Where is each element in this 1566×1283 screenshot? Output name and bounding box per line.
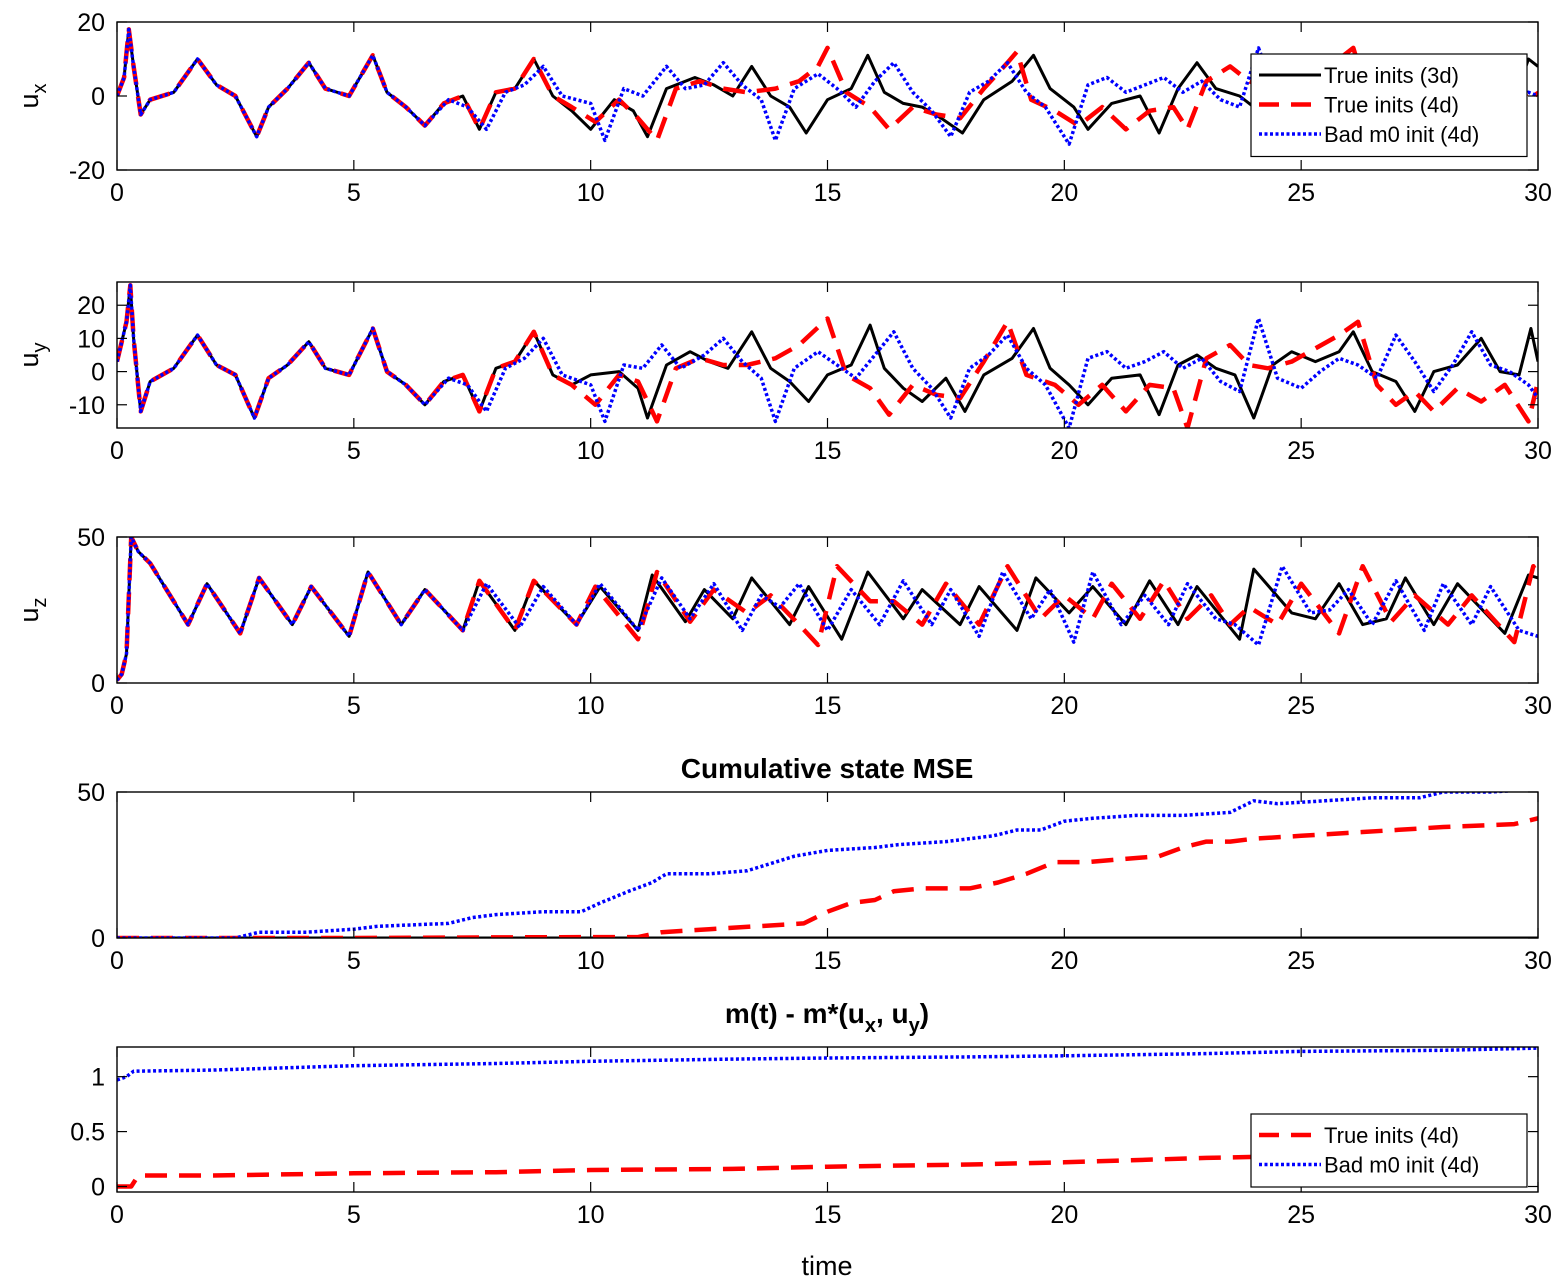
y-tick-label: -20: [69, 157, 105, 185]
x-tick-label: 5: [347, 947, 361, 975]
x-tick-label: 20: [1050, 947, 1078, 975]
x-tick-label: 30: [1524, 179, 1552, 207]
x-tick-label: 20: [1050, 692, 1078, 720]
x-tick-label: 0: [110, 692, 124, 720]
x-tick-label: 15: [814, 179, 842, 207]
x-tick-label: 20: [1050, 1201, 1078, 1229]
x-tick-label: 25: [1287, 1201, 1315, 1229]
legend-label: True inits (3d): [1324, 63, 1459, 88]
y-tick-label: 20: [77, 9, 105, 37]
m-deviation-title: m(t) - m*(ux, uy): [725, 998, 929, 1037]
legend-label: True inits (4d): [1324, 93, 1459, 118]
y-tick-label: 50: [77, 524, 105, 552]
mse-title: Cumulative state MSE: [681, 753, 974, 784]
y-tick-label: 0: [91, 359, 105, 387]
series-line-bad-m0-init-4d: [117, 27, 1538, 146]
x-tick-label: 25: [1287, 179, 1315, 207]
x-tick-label: 15: [814, 692, 842, 720]
series-line-true-inits-3d: [117, 283, 1538, 420]
y-tick-label: 0: [91, 83, 105, 111]
series-line-bad-m0-init-4d: [117, 537, 1538, 682]
x-tick-label: 30: [1524, 692, 1552, 720]
y-tick-label: 50: [77, 779, 105, 807]
y-tick-label: 20: [77, 292, 105, 320]
legend: True inits (4d) Bad m0 init (4d): [1250, 1113, 1528, 1188]
series-line-bad-m0-init-4d: [117, 283, 1538, 428]
x-tick-label: 20: [1050, 437, 1078, 465]
x-tick-label: 30: [1524, 437, 1552, 465]
x-tick-label: 5: [347, 692, 361, 720]
x-tick-label: 5: [347, 1201, 361, 1229]
series-line-bad-m0-init-4d: [117, 1047, 1538, 1082]
x-tick-label: 15: [814, 1201, 842, 1229]
y-tick-label: 0: [91, 925, 105, 953]
axes-box: [116, 791, 1539, 939]
x-tick-label: 10: [577, 947, 605, 975]
series-line-bad-m0-init-4d: [117, 792, 1520, 938]
axes-box: [116, 281, 1539, 429]
x-tick-label: 25: [1287, 437, 1315, 465]
series-line-true-inits-4d: [117, 537, 1538, 682]
x-tick-label: 0: [110, 437, 124, 465]
x-tick-label: 10: [577, 692, 605, 720]
x-tick-label: 25: [1287, 692, 1315, 720]
x-tick-label: 10: [577, 437, 605, 465]
legend: True inits (3d) True inits (4d) Bad m0 ini…: [1250, 53, 1528, 158]
y-axis-label: uy: [14, 342, 51, 367]
legend-label: Bad m0 init (4d): [1324, 122, 1479, 147]
x-tick-label: 25: [1287, 947, 1315, 975]
x-tick-label: 30: [1524, 947, 1552, 975]
series-line-true-inits-4d: [117, 816, 1538, 938]
y-tick-label: 0.5: [70, 1119, 105, 1147]
x-tick-label: 0: [110, 1201, 124, 1229]
x-axis-label: time: [801, 1251, 852, 1281]
x-tick-label: 10: [577, 179, 605, 207]
plot-cumulative-mse: Cumulative state MSE 0 5 10 15 20 25 30 50 0: [77, 753, 1552, 975]
legend-label: True inits (4d): [1324, 1123, 1459, 1148]
series-line-true-inits-4d: [117, 283, 1538, 428]
y-axis-label: ux: [14, 83, 51, 108]
legend-label: Bad m0 init (4d): [1324, 1153, 1479, 1178]
x-tick-label: 5: [347, 437, 361, 465]
series-line-true-inits-3d: [117, 537, 1538, 682]
plot-uz: 0 5 10 15 20 25 30 50 0 uz: [14, 524, 1552, 720]
legend-box: [1250, 1113, 1528, 1188]
x-tick-label: 10: [577, 1201, 605, 1229]
x-tick-label: 0: [110, 947, 124, 975]
x-tick-label: 15: [814, 437, 842, 465]
x-tick-label: 30: [1524, 1201, 1552, 1229]
x-tick-label: 5: [347, 179, 361, 207]
x-tick-label: 15: [814, 947, 842, 975]
x-tick-label: 0: [110, 179, 124, 207]
y-axis-label: uz: [14, 597, 51, 622]
y-tick-label: -10: [69, 392, 105, 420]
y-tick-label: 10: [77, 325, 105, 353]
y-tick-label: 0: [91, 670, 105, 698]
x-tick-label: 20: [1050, 179, 1078, 207]
y-tick-label: 1: [91, 1064, 105, 1092]
y-tick-label: 0: [91, 1174, 105, 1202]
plot-m-deviation: m(t) - m*(ux, uy) time 0 5 10 15 20 25 30 1 0.5 0…: [70, 998, 1552, 1281]
